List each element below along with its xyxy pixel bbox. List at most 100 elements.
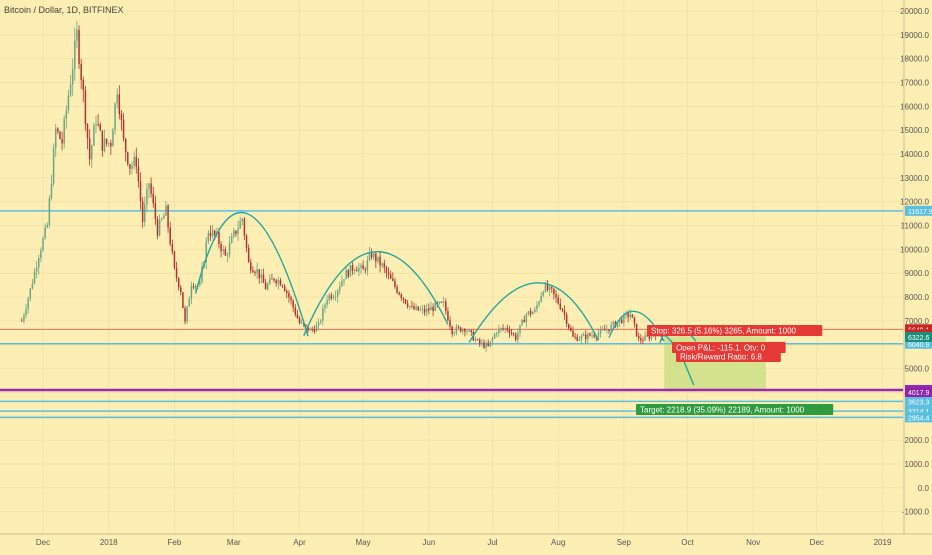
candle-body bbox=[46, 225, 48, 228]
candle-body bbox=[260, 274, 263, 279]
candle-body bbox=[141, 201, 144, 222]
candle-body bbox=[91, 145, 93, 160]
candle-body bbox=[279, 280, 282, 286]
candle-body bbox=[377, 256, 379, 262]
candle-body bbox=[296, 314, 299, 319]
x-tick-label: Jul bbox=[487, 538, 497, 547]
y-tick-label: 17000.0 bbox=[900, 79, 929, 88]
candle-body bbox=[360, 265, 362, 268]
candle-body bbox=[247, 247, 250, 263]
target-label-box[interactable] bbox=[636, 404, 834, 415]
candle-body bbox=[97, 124, 99, 125]
y-tick-label: 1000.0 bbox=[905, 460, 930, 469]
candle-body bbox=[152, 193, 154, 204]
candle-body bbox=[481, 342, 483, 344]
candle-body bbox=[455, 326, 458, 333]
candle-body bbox=[409, 306, 411, 307]
level-price-text: 11617.9 bbox=[908, 209, 932, 216]
pnl-label: Open P&L: -115.1, Qty: 0 bbox=[676, 343, 766, 352]
horizontal-levels[interactable] bbox=[0, 210, 903, 419]
candle-body bbox=[319, 320, 322, 323]
candle-body bbox=[80, 63, 82, 80]
candle-body bbox=[27, 298, 29, 309]
candle-body bbox=[99, 124, 101, 131]
y-tick-label: 16000.0 bbox=[900, 102, 929, 111]
candle-body bbox=[82, 79, 85, 91]
candle-body bbox=[222, 249, 224, 252]
x-axis[interactable]: Dec 2018 Feb Mar Apr May Jun Jul Aug Sep Oct Nov Dec… bbox=[0, 533, 932, 547]
candle-body bbox=[517, 333, 519, 340]
candle-body bbox=[69, 84, 72, 96]
candle-body bbox=[252, 270, 254, 273]
candle-body bbox=[597, 333, 600, 338]
candle-body bbox=[167, 205, 169, 228]
candle-body bbox=[440, 301, 443, 303]
candle-body bbox=[124, 138, 127, 153]
candle-body bbox=[616, 322, 619, 327]
candle-body bbox=[76, 29, 78, 41]
candle-body bbox=[156, 219, 159, 236]
candle-body bbox=[154, 203, 157, 220]
y-tick-label: 20000.0 bbox=[900, 7, 929, 16]
candle-body bbox=[582, 334, 585, 337]
stop-label-box[interactable] bbox=[647, 325, 823, 336]
candle-body bbox=[40, 250, 42, 259]
candle-body bbox=[199, 281, 201, 285]
arc-drawing[interactable] bbox=[303, 251, 449, 336]
candle-body bbox=[415, 306, 417, 310]
y-axis[interactable]: 20000.0 19000.0 18000.0 17000.0 16000.0 15000… bbox=[900, 0, 932, 534]
candle-body bbox=[483, 342, 485, 348]
candle-body bbox=[290, 297, 292, 301]
level-price-tag bbox=[905, 412, 932, 423]
candle-body bbox=[146, 188, 148, 205]
candle-body bbox=[375, 253, 377, 262]
chart-title: Bitcoin / Dollar, 1D, BITFINEX bbox=[4, 5, 124, 15]
candle-body bbox=[635, 323, 638, 337]
y-tick-label: -1000.0 bbox=[902, 508, 930, 517]
candle-body bbox=[57, 128, 59, 132]
rr-label-box[interactable] bbox=[676, 351, 781, 362]
price-tag bbox=[905, 332, 932, 343]
candle-body bbox=[368, 253, 371, 260]
candle-body bbox=[311, 328, 313, 330]
candle-body bbox=[561, 308, 564, 311]
candle-body bbox=[180, 287, 182, 293]
candle-body bbox=[286, 291, 288, 294]
candle-body bbox=[277, 280, 280, 284]
candle-body bbox=[404, 299, 407, 304]
candle-body bbox=[402, 297, 405, 300]
candle-body bbox=[476, 339, 479, 341]
candle-body bbox=[213, 230, 216, 235]
candle-body bbox=[175, 267, 178, 278]
candle-body bbox=[640, 338, 642, 341]
rr-label: Risk/Reward Ratio: 6.8 bbox=[680, 352, 762, 361]
candle-body bbox=[264, 282, 267, 290]
arc-drawing[interactable] bbox=[194, 211, 309, 337]
level-price-tag bbox=[905, 205, 932, 216]
pnl-label-box[interactable] bbox=[672, 342, 786, 353]
candle-body bbox=[228, 243, 231, 256]
candle-body bbox=[570, 327, 572, 331]
candle-body bbox=[194, 285, 197, 288]
position-labels[interactable]: Stop: 326.5 (5.16%) 3265, Amount: 1000 Op… bbox=[636, 325, 834, 415]
candle-body bbox=[523, 319, 525, 323]
price-tag-text: 6322.6 bbox=[908, 335, 930, 342]
candle-body bbox=[25, 308, 27, 316]
candle-body bbox=[95, 124, 97, 126]
candle-body bbox=[237, 228, 239, 234]
candle-body bbox=[468, 330, 470, 332]
candle-body bbox=[531, 312, 534, 315]
candle-body bbox=[584, 334, 587, 340]
candle-body bbox=[599, 329, 602, 334]
x-tick-label: Oct bbox=[681, 538, 694, 547]
candle-body bbox=[580, 336, 583, 340]
candle-body bbox=[190, 286, 193, 299]
candle-body bbox=[389, 274, 392, 279]
x-tick-label: Jun bbox=[422, 538, 435, 547]
level-price-text: 6040.9 bbox=[908, 342, 930, 349]
arc-drawing[interactable] bbox=[468, 282, 600, 343]
candle-body bbox=[23, 315, 25, 321]
